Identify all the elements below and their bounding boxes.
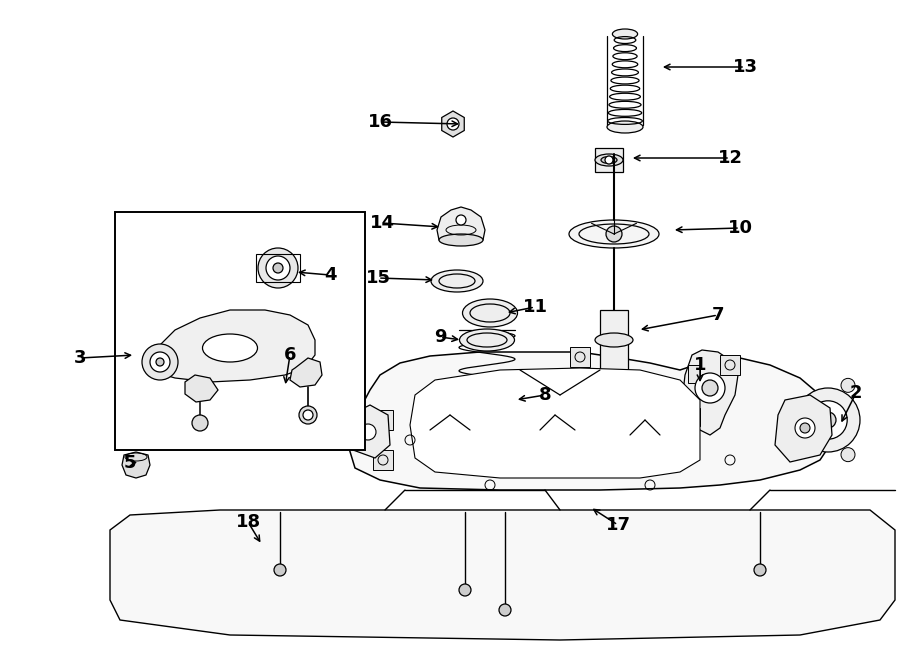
Ellipse shape: [595, 333, 633, 347]
Circle shape: [142, 344, 178, 380]
Circle shape: [841, 378, 855, 393]
Circle shape: [192, 415, 208, 431]
Ellipse shape: [612, 29, 637, 39]
Circle shape: [605, 156, 613, 164]
Circle shape: [360, 424, 376, 440]
Text: 16: 16: [367, 113, 392, 131]
Circle shape: [841, 447, 855, 461]
Polygon shape: [348, 352, 830, 490]
Polygon shape: [290, 358, 322, 387]
Bar: [595, 148, 623, 172]
Polygon shape: [185, 375, 218, 402]
Circle shape: [456, 215, 466, 225]
Polygon shape: [442, 111, 464, 137]
Circle shape: [447, 118, 459, 130]
Text: 11: 11: [523, 298, 547, 316]
Polygon shape: [683, 350, 738, 435]
Text: 4: 4: [324, 266, 337, 284]
Text: 1: 1: [694, 356, 706, 374]
Text: 10: 10: [727, 219, 752, 237]
Text: 12: 12: [717, 149, 742, 167]
Bar: [115, 212, 365, 450]
Text: 7: 7: [712, 306, 724, 324]
Polygon shape: [775, 395, 832, 462]
Ellipse shape: [463, 299, 518, 327]
Ellipse shape: [460, 329, 515, 351]
Circle shape: [809, 401, 847, 439]
Circle shape: [266, 256, 290, 280]
Circle shape: [499, 604, 511, 616]
Polygon shape: [110, 510, 895, 640]
Circle shape: [820, 412, 836, 428]
Polygon shape: [345, 405, 390, 458]
Text: 18: 18: [236, 513, 261, 531]
Polygon shape: [410, 368, 700, 478]
Bar: [688, 365, 700, 383]
Circle shape: [695, 373, 725, 403]
Circle shape: [274, 564, 286, 576]
Text: 13: 13: [733, 58, 758, 76]
Polygon shape: [145, 310, 315, 382]
Text: 6: 6: [284, 346, 296, 364]
Circle shape: [781, 413, 795, 427]
Bar: [628, 390, 636, 420]
Polygon shape: [122, 452, 150, 478]
Bar: [373, 410, 393, 430]
Circle shape: [150, 352, 170, 372]
Circle shape: [459, 584, 471, 596]
Bar: [570, 347, 590, 367]
Text: 5: 5: [124, 454, 136, 472]
Ellipse shape: [202, 334, 257, 362]
Text: 14: 14: [370, 214, 394, 232]
Circle shape: [796, 388, 860, 452]
Ellipse shape: [601, 157, 617, 163]
Circle shape: [273, 263, 283, 273]
Bar: [688, 408, 700, 426]
Text: 8: 8: [539, 386, 552, 404]
Polygon shape: [437, 207, 485, 240]
Bar: [600, 310, 628, 390]
Text: 3: 3: [74, 349, 86, 367]
Ellipse shape: [595, 154, 623, 166]
Ellipse shape: [569, 220, 659, 248]
Circle shape: [156, 358, 164, 366]
Circle shape: [800, 423, 810, 433]
Bar: [592, 390, 600, 420]
Ellipse shape: [607, 121, 643, 133]
Text: 17: 17: [606, 516, 631, 534]
Circle shape: [258, 248, 298, 288]
Text: 9: 9: [434, 328, 446, 346]
Circle shape: [754, 564, 766, 576]
Text: 2: 2: [850, 384, 862, 402]
Circle shape: [299, 406, 317, 424]
Ellipse shape: [439, 234, 483, 246]
Bar: [720, 355, 740, 375]
Circle shape: [702, 380, 718, 396]
Bar: [373, 450, 393, 470]
Circle shape: [606, 226, 622, 242]
Text: 15: 15: [365, 269, 391, 287]
Ellipse shape: [431, 270, 483, 292]
Circle shape: [795, 418, 815, 438]
Bar: [256, 254, 300, 282]
Circle shape: [303, 410, 313, 420]
